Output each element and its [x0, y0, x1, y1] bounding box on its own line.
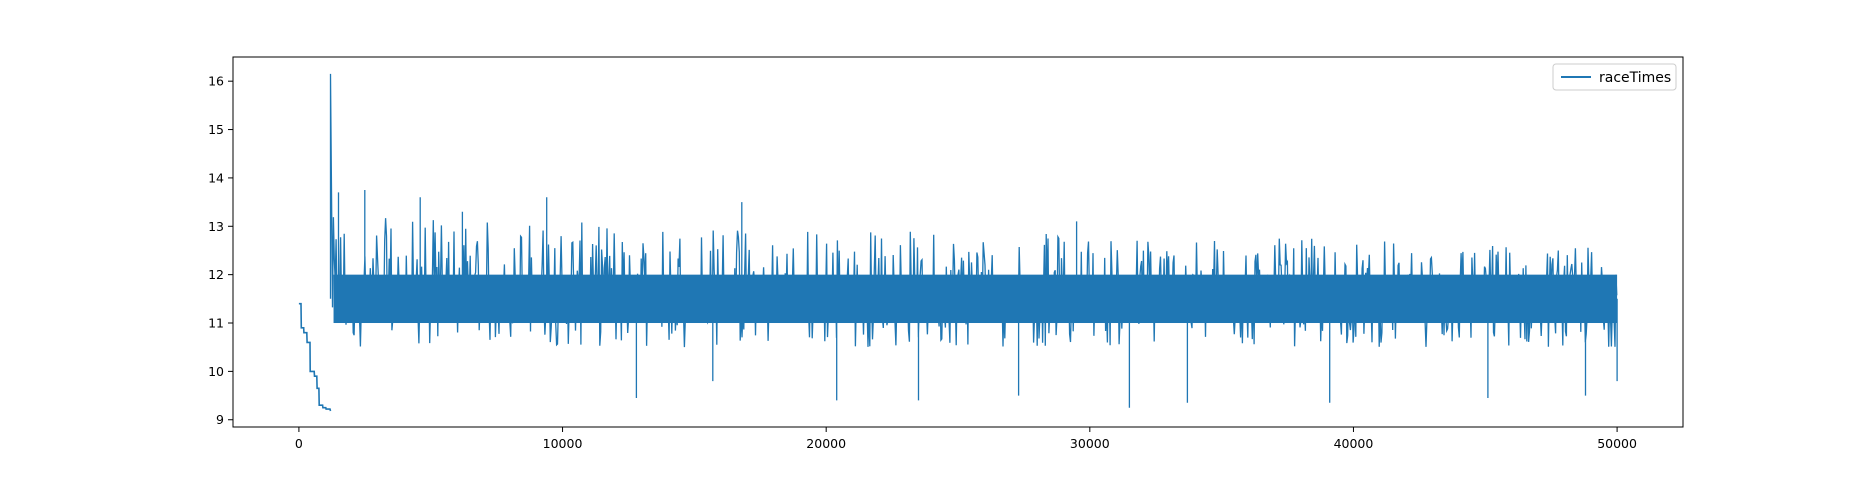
y-tick-label: 10	[208, 364, 224, 379]
x-tick-label: 20000	[806, 436, 846, 451]
y-tick-label: 13	[208, 219, 224, 234]
x-tick-label: 40000	[1334, 436, 1374, 451]
y-axis: 9 10 11 12 13 14 15 16	[208, 74, 233, 427]
legend: raceTimes	[1552, 63, 1677, 91]
y-tick-label: 11	[208, 316, 224, 331]
series-core-band-raceTimes	[333, 274, 1618, 324]
x-tick-label: 10000	[543, 436, 583, 451]
plot-frame	[232, 56, 1684, 428]
x-tick-label: 50000	[1597, 436, 1637, 451]
y-tick-label: 15	[208, 122, 224, 137]
legend-label-raceTimes: raceTimes	[1599, 70, 1671, 86]
series-line-raceTimes-initial	[298, 302, 332, 412]
x-tick-label: 30000	[1070, 436, 1110, 451]
y-tick-label: 14	[208, 170, 224, 185]
y-tick-label: 12	[208, 267, 224, 282]
series-layer	[298, 73, 1618, 412]
plot-background	[233, 57, 1683, 427]
legend-box	[1552, 63, 1677, 91]
y-tick-label: 9	[216, 412, 224, 427]
y-tick-label: 16	[208, 74, 224, 89]
x-axis: 0 10000 20000 30000 40000 50000	[295, 427, 1637, 451]
x-tick-label: 0	[295, 436, 303, 451]
